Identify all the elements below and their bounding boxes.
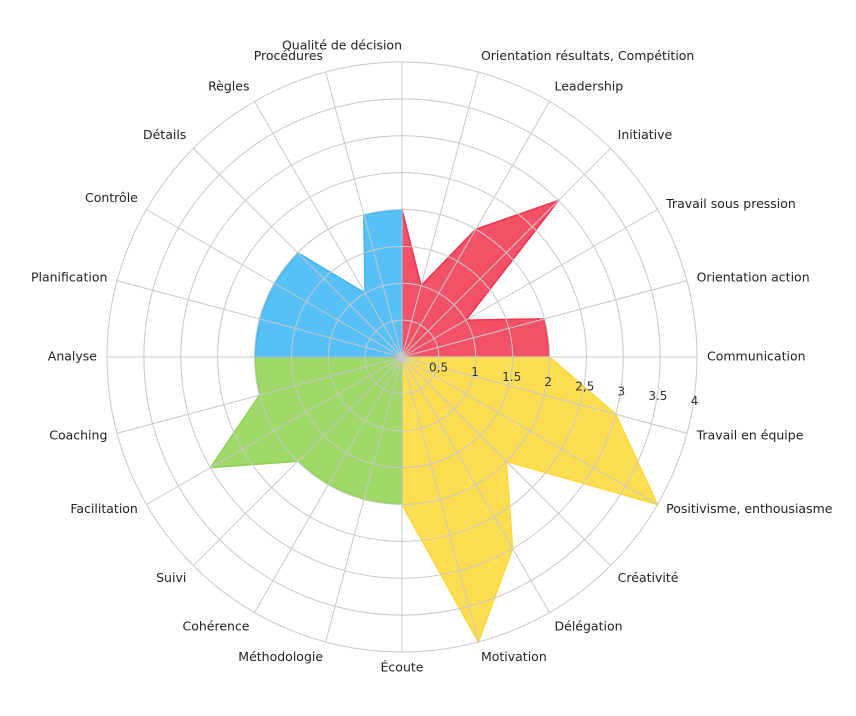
category-label: Cohérence (182, 619, 249, 634)
r-tick-label: 3.5 (648, 389, 667, 403)
category-label: Délégation (555, 619, 623, 634)
category-label: Travail en équipe (696, 427, 804, 442)
category-label: Motivation (481, 649, 547, 664)
r-tick-label: 0,5 (429, 360, 448, 374)
spoke (193, 356, 403, 566)
spoke (401, 280, 688, 358)
category-label: Initiative (618, 127, 673, 142)
category-label: Positivisme, enthousiasme (666, 501, 833, 516)
category-label: Orientation action (697, 270, 810, 285)
category-label: Règles (208, 78, 249, 93)
category-label: Détails (143, 127, 186, 142)
category-label: Planification (31, 270, 107, 285)
spoke (401, 356, 688, 434)
category-label: Écoute (381, 660, 424, 675)
category-label: Procédures (254, 48, 323, 63)
category-label: Coaching (49, 427, 107, 442)
category-label: Orientation résultats, Compétition (481, 48, 694, 63)
r-tick-label: 1.5 (502, 370, 521, 384)
series-area (208, 356, 403, 506)
category-label: Facilitation (70, 501, 138, 516)
spoke (116, 280, 403, 358)
r-tick-label: 3 (618, 384, 626, 398)
r-tick-label: 2,5 (575, 380, 594, 394)
spoke (401, 356, 611, 566)
spoke (254, 356, 403, 613)
category-label: Contrôle (85, 190, 138, 205)
category-label: Créativité (618, 570, 679, 585)
r-tick-label: 2 (544, 375, 552, 389)
spoke (325, 71, 403, 358)
spoke (146, 209, 403, 358)
spoke (401, 356, 550, 613)
category-label: Leadership (555, 78, 624, 93)
r-tick-label: 4 (691, 394, 699, 408)
spoke (401, 71, 479, 358)
r-tick-label: 1 (471, 365, 479, 379)
spoke (401, 356, 479, 643)
spoke (325, 356, 403, 643)
category-label: Analyse (48, 349, 98, 364)
category-label: Communication (707, 349, 806, 364)
category-label: Méthodologie (238, 649, 323, 664)
spoke (116, 356, 403, 434)
category-label: Suivi (156, 570, 186, 585)
spoke (193, 148, 403, 358)
spoke (254, 101, 403, 358)
spoke (401, 209, 658, 358)
category-label: Qualité de décision (282, 38, 402, 53)
spoke (401, 148, 611, 358)
category-label: Travail sous pression (665, 196, 796, 211)
spoke (401, 356, 658, 505)
spoke (401, 101, 550, 358)
spoke (146, 356, 403, 505)
